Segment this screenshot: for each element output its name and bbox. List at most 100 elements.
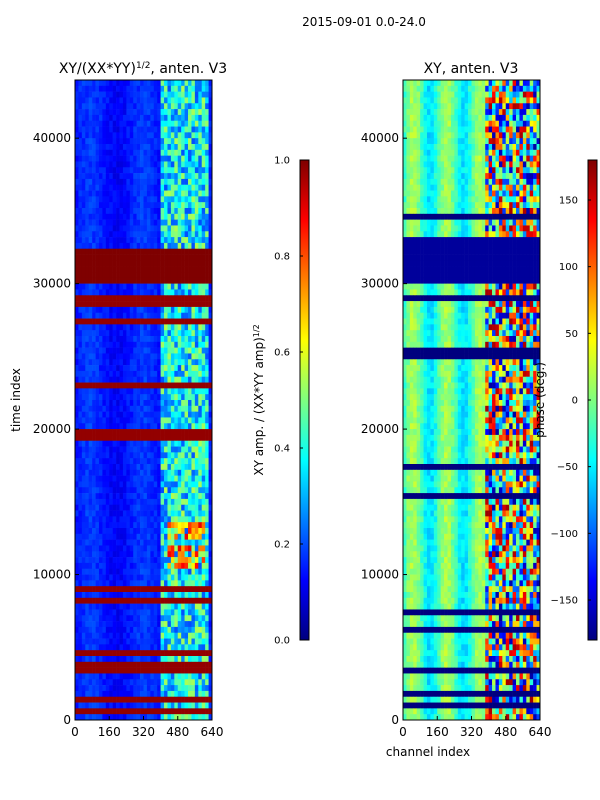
heatmap-cell (177, 155, 182, 162)
heatmap-cell (92, 458, 96, 465)
heatmap-cell (191, 196, 196, 203)
heatmap-cell (122, 609, 127, 616)
heatmap-cell (129, 481, 134, 488)
heatmap-cell (153, 260, 158, 267)
heatmap-cell (109, 91, 113, 98)
heatmap-cell (188, 568, 192, 575)
heatmap-cell (495, 91, 500, 98)
heatmap-cell (78, 533, 83, 540)
heatmap-cell (140, 621, 144, 628)
heatmap-cell (105, 161, 110, 168)
heatmap-cell (98, 114, 103, 122)
heatmap-cell (474, 132, 479, 139)
heatmap-cell (75, 260, 79, 267)
heatmap-cell (102, 394, 107, 401)
heatmap-cell (112, 184, 117, 191)
heatmap-cell (102, 155, 107, 162)
heatmap-cell (194, 219, 199, 226)
heatmap-cell (140, 464, 144, 471)
heatmap-cell (164, 225, 168, 232)
heatmap-cell (143, 493, 148, 500)
heatmap-cell (454, 97, 459, 104)
heatmap-cell (81, 370, 86, 378)
heatmap-cell (136, 661, 141, 668)
heatmap-cell (492, 109, 496, 116)
heatmap-cell (95, 318, 100, 325)
heatmap-cell (174, 557, 179, 564)
heatmap-cell (88, 167, 93, 174)
heatmap-cell (146, 231, 151, 238)
heatmap-cell (205, 626, 209, 634)
heatmap-cell (505, 80, 510, 87)
heatmap-cell (205, 80, 209, 87)
heatmap-cell (167, 184, 172, 191)
heatmap-cell (119, 85, 124, 92)
heatmap-cell (522, 103, 527, 110)
heatmap-cell (88, 522, 93, 529)
heatmap-cell (95, 580, 100, 587)
heatmap-cell (153, 109, 158, 116)
heatmap-cell (98, 184, 103, 191)
heatmap-cell (188, 656, 192, 663)
heatmap-cell (208, 301, 212, 308)
heatmap-cell (129, 464, 134, 471)
heatmap-cell (201, 248, 206, 255)
heatmap-cell (177, 580, 182, 587)
heatmap-cell (181, 650, 185, 657)
heatmap-cell (522, 85, 527, 92)
heatmap-cell (143, 347, 148, 354)
heatmap-cell (208, 161, 212, 168)
heatmap-cell (112, 667, 117, 674)
heatmap-cell (167, 708, 172, 715)
heatmap-cell (450, 114, 455, 122)
heatmap-cell (164, 347, 168, 354)
heatmap-cell (136, 167, 141, 174)
heatmap-cell (119, 440, 124, 447)
heatmap-cell (177, 516, 182, 523)
heatmap-cell (116, 685, 120, 692)
heatmap-cell (426, 144, 431, 151)
heatmap-cell (78, 376, 83, 383)
heatmap-cell (119, 97, 124, 104)
heatmap-cell (191, 132, 196, 139)
heatmap-cell (81, 574, 86, 581)
heatmap-cell (191, 341, 196, 348)
heatmap-cell (129, 324, 134, 331)
heatmap-cell (78, 277, 83, 284)
heatmap-cell (122, 516, 127, 523)
heatmap-cell (177, 225, 182, 232)
heatmap-cell (536, 126, 540, 133)
heatmap-cell (512, 144, 517, 151)
heatmap-cell (153, 405, 158, 412)
heatmap-cell (98, 248, 103, 255)
heatmap-cell (191, 388, 196, 395)
heatmap-cell (81, 417, 86, 424)
heatmap-cell (426, 103, 431, 110)
heatmap-cell (150, 196, 155, 203)
heatmap-cell (95, 592, 100, 599)
heatmap-cell (133, 481, 137, 488)
heatmap-cell (208, 516, 212, 523)
heatmap-cell (170, 656, 175, 663)
heatmap-cell (170, 533, 175, 540)
heatmap-cell (188, 324, 192, 331)
heatmap-cell (164, 237, 168, 244)
heatmap-cell (78, 452, 83, 459)
heatmap-cell (81, 336, 86, 343)
heatmap-cell (109, 487, 113, 494)
heatmap-cell (126, 411, 131, 418)
heatmap-cell (468, 120, 472, 127)
heatmap-cell (112, 120, 117, 127)
heatmap-cell (184, 597, 189, 604)
heatmap-cell (143, 551, 148, 558)
heatmap-cell (105, 376, 110, 383)
heatmap-cell (188, 673, 192, 680)
heatmap-cell (92, 266, 96, 273)
heatmap-cell (150, 178, 155, 186)
heatmap-cell (102, 597, 107, 604)
heatmap-cell (105, 266, 110, 273)
heatmap-cell (98, 370, 103, 378)
heatmap-cell (146, 80, 151, 87)
heatmap-cell (174, 173, 179, 180)
heatmap-cell (205, 260, 209, 267)
